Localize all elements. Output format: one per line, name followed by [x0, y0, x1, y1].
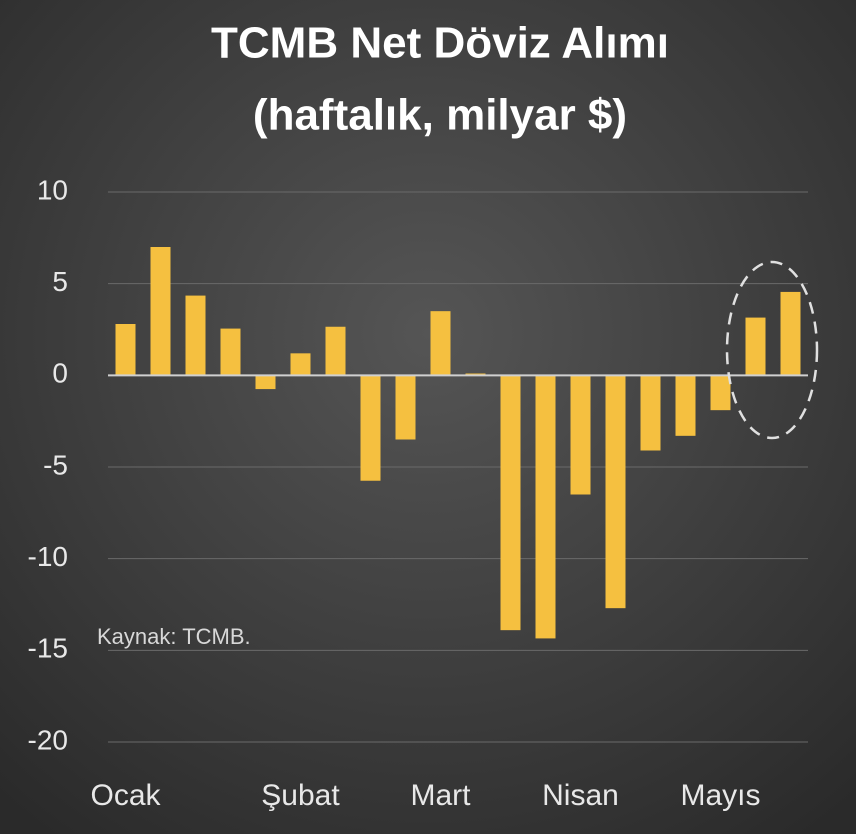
y-tick-label: 10 [37, 174, 68, 205]
x-tick-label: Şubat [261, 779, 340, 812]
y-tick-label: -20 [28, 724, 68, 755]
highlight-ellipse [725, 260, 819, 440]
x-tick-label: Nisan [542, 779, 619, 812]
bar [430, 311, 451, 376]
source-note: Kaynak: TCMB. [97, 624, 251, 649]
y-tick-label: -10 [28, 541, 68, 572]
bar [605, 375, 626, 609]
bar [360, 375, 381, 481]
bar [745, 317, 766, 376]
bar [150, 247, 171, 376]
bar [395, 375, 416, 440]
bar [500, 375, 521, 631]
plot-area: -20 -15 -10 -5 0 5 10 Ocak Şubat Mart Nisan Mayıs [28, 174, 808, 812]
bar [220, 328, 241, 376]
y-tick-label: 0 [52, 358, 68, 389]
y-tick-label: -15 [28, 633, 68, 664]
chart-subtitle: (haftalık, milyar $) [253, 91, 627, 140]
bar [115, 324, 136, 376]
bar [710, 375, 731, 411]
bar [325, 326, 346, 376]
bar [290, 353, 311, 376]
x-tick-label: Mart [411, 779, 472, 812]
bar [535, 375, 556, 639]
chart-title: TCMB Net Döviz Alımı [211, 19, 669, 68]
bar [185, 295, 206, 376]
y-tick-label: -5 [43, 449, 68, 480]
y-tick-label: 5 [52, 266, 68, 297]
bar [255, 375, 276, 390]
x-tick-label: Mayıs [680, 779, 760, 812]
bar [675, 375, 696, 436]
bar [780, 291, 801, 376]
bar [640, 375, 661, 451]
bar [570, 375, 591, 495]
x-tick-label: Ocak [90, 779, 161, 812]
